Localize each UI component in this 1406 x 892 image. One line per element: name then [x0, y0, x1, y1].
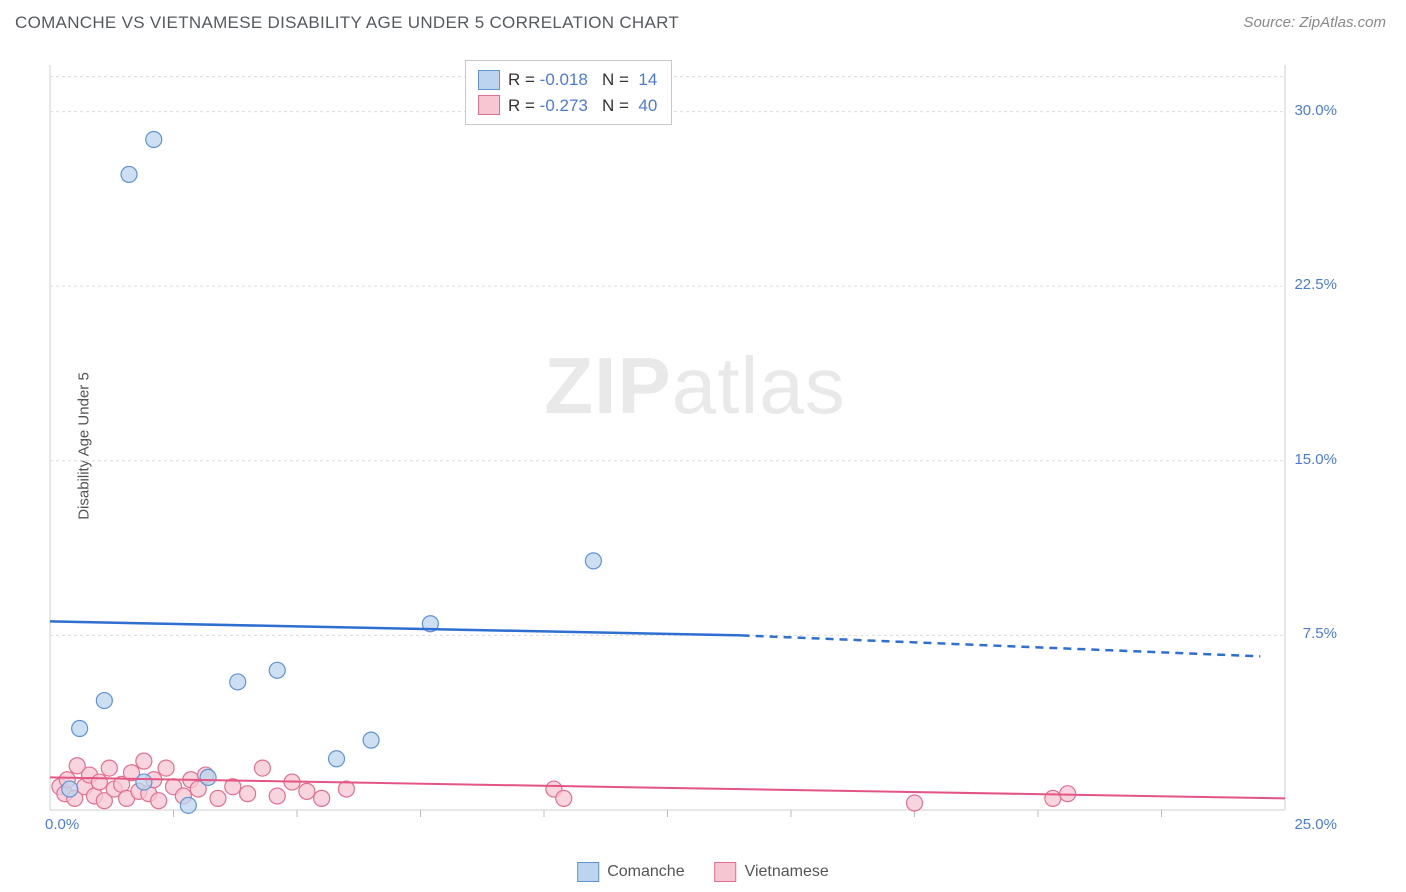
- legend-swatch: [715, 862, 737, 882]
- y-tick-label: 22.5%: [1294, 276, 1337, 293]
- scatter-plot: [45, 55, 1345, 825]
- chart-area: ZIPatlas R = -0.018 N = 14R = -0.273 N =…: [45, 55, 1345, 825]
- legend-item: Vietnamese: [715, 862, 829, 882]
- y-tick-label: 30.0%: [1294, 102, 1337, 119]
- chart-header: COMANCHE VS VIETNAMESE DISABILITY AGE UN…: [0, 0, 1406, 45]
- y-tick-label: 15.0%: [1294, 451, 1337, 468]
- source-label: Source: ZipAtlas.com: [1243, 14, 1386, 31]
- chart-title: COMANCHE VS VIETNAMESE DISABILITY AGE UN…: [15, 13, 679, 33]
- legend-label: Comanche: [607, 863, 684, 881]
- y-tick-label: 7.5%: [1303, 625, 1337, 642]
- legend-row: R = -0.018 N = 14: [478, 67, 657, 93]
- legend-swatch: [478, 95, 500, 115]
- stats-legend: R = -0.018 N = 14R = -0.273 N = 40: [465, 60, 672, 125]
- legend-swatch: [478, 70, 500, 90]
- series-legend: Comanche Vietnamese: [577, 862, 829, 882]
- legend-stats: R = -0.273 N = 40: [508, 93, 657, 119]
- legend-label: Vietnamese: [745, 863, 829, 881]
- legend-item: Comanche: [577, 862, 684, 882]
- xmax-label: 25.0%: [1294, 816, 1337, 833]
- legend-row: R = -0.273 N = 40: [478, 93, 657, 119]
- legend-swatch: [577, 862, 599, 882]
- legend-stats: R = -0.018 N = 14: [508, 67, 657, 93]
- origin-label: 0.0%: [45, 816, 79, 833]
